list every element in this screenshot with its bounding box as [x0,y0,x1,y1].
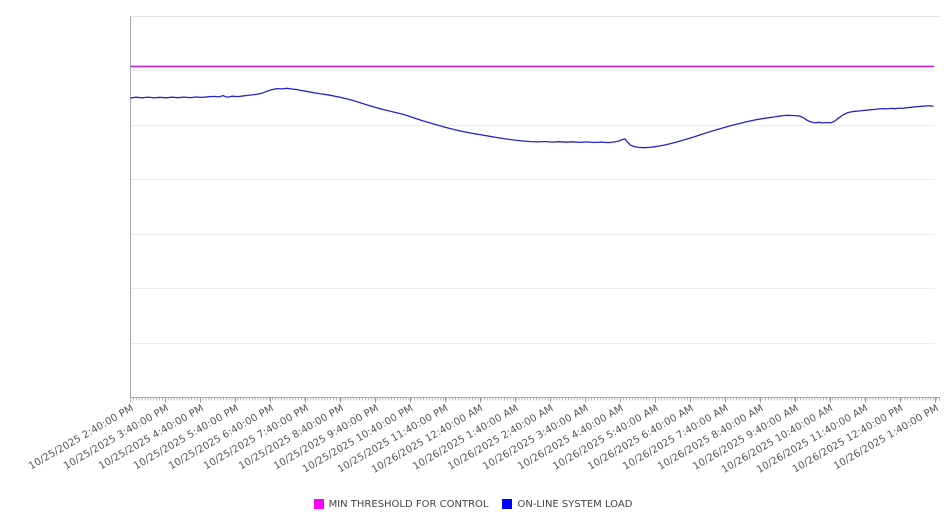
load-legend-swatch-icon [502,499,513,509]
threshold-legend-label: MIN THRESHOLD FOR CONTROL [328,498,489,510]
on-line-system-load-line [130,87,934,149]
load-legend-label: ON-LINE SYSTEM LOAD [517,498,633,510]
legend-item-threshold[interactable]: MIN THRESHOLD FOR CONTROL [313,498,489,510]
threshold-legend-swatch-icon [313,499,324,509]
legend: MIN THRESHOLD FOR CONTROL ON-LINE SYSTEM… [0,496,946,512]
legend-item-load[interactable]: ON-LINE SYSTEM LOAD [502,499,632,510]
